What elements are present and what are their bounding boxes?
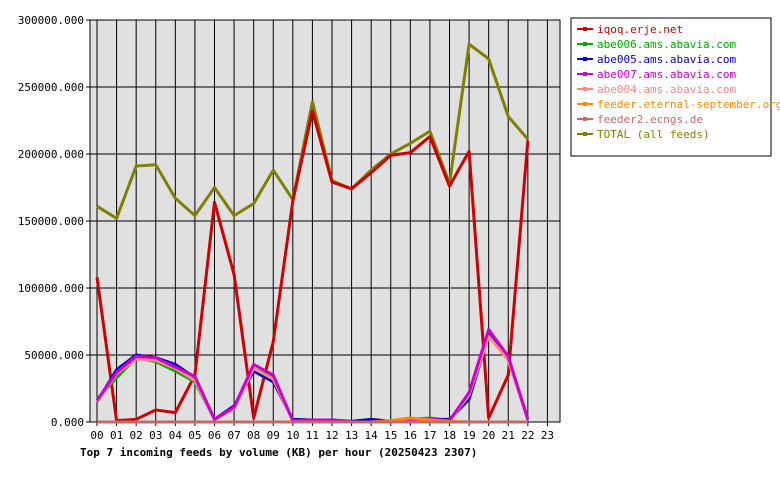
legend-label: abe005.ams.abavia.com: [597, 53, 736, 66]
legend-marker: [583, 117, 587, 121]
legend-label: abe007.ams.abavia.com: [597, 68, 736, 81]
chart-title: Top 7 incoming feeds by volume (KB) per …: [80, 446, 477, 459]
y-tick-label: 200000.000: [18, 148, 84, 161]
legend-marker: [583, 102, 587, 106]
x-tick-label: 19: [462, 429, 475, 442]
legend-marker: [583, 132, 587, 136]
series-line: [95, 328, 530, 424]
x-tick-label: 06: [208, 429, 221, 442]
x-tick-label: 12: [325, 429, 338, 442]
x-tick-label: 11: [306, 429, 319, 442]
y-tick-label: 50000.000: [24, 349, 84, 362]
y-tick-label: 100000.000: [18, 282, 84, 295]
legend-marker: [583, 42, 587, 46]
x-tick-label: 04: [169, 429, 183, 442]
x-tick-label: 13: [345, 429, 358, 442]
x-tick-label: 23: [541, 429, 554, 442]
x-tick-label: 03: [149, 429, 162, 442]
y-tick-label: 250000.000: [18, 81, 84, 94]
x-tick-label: 22: [521, 429, 534, 442]
x-tick-label: 15: [384, 429, 397, 442]
x-tick-label: 08: [247, 429, 260, 442]
x-tick-label: 07: [227, 429, 240, 442]
x-tick-label: 10: [286, 429, 299, 442]
y-tick-label: 300000.000: [18, 14, 84, 27]
series-line: [96, 42, 529, 220]
y-tick-label: 0.000: [51, 416, 84, 429]
legend-marker: [583, 27, 587, 31]
x-tick-label: 05: [188, 429, 201, 442]
x-tick-label: 21: [502, 429, 515, 442]
x-tick-label: 18: [443, 429, 456, 442]
legend-label: feeder2.ecngs.de: [597, 113, 703, 126]
y-tick-label: 150000.000: [18, 215, 84, 228]
x-tick-label: 17: [423, 429, 436, 442]
legend-box: [570, 17, 772, 157]
legend-marker: [583, 57, 587, 61]
legend-label: abe006.ams.abavia.com: [597, 38, 736, 51]
legend-marker: [583, 72, 587, 76]
legend-label: abe004.ams.abavia.com: [597, 83, 736, 96]
legend-marker: [583, 87, 587, 91]
x-tick-label: 09: [267, 429, 280, 442]
x-tick-label: 01: [110, 429, 123, 442]
x-tick-label: 02: [130, 429, 143, 442]
x-tick-label: 20: [482, 429, 495, 442]
series-line: [95, 109, 530, 423]
legend-label: TOTAL (all feeds): [597, 128, 710, 141]
x-tick-label: 16: [404, 429, 417, 442]
legend-label: iqoq.erje.net: [597, 23, 683, 36]
x-tick-label: 14: [365, 429, 379, 442]
legend-label: feeder.eternal-september.org: [597, 98, 780, 111]
x-tick-label: 00: [90, 429, 103, 442]
